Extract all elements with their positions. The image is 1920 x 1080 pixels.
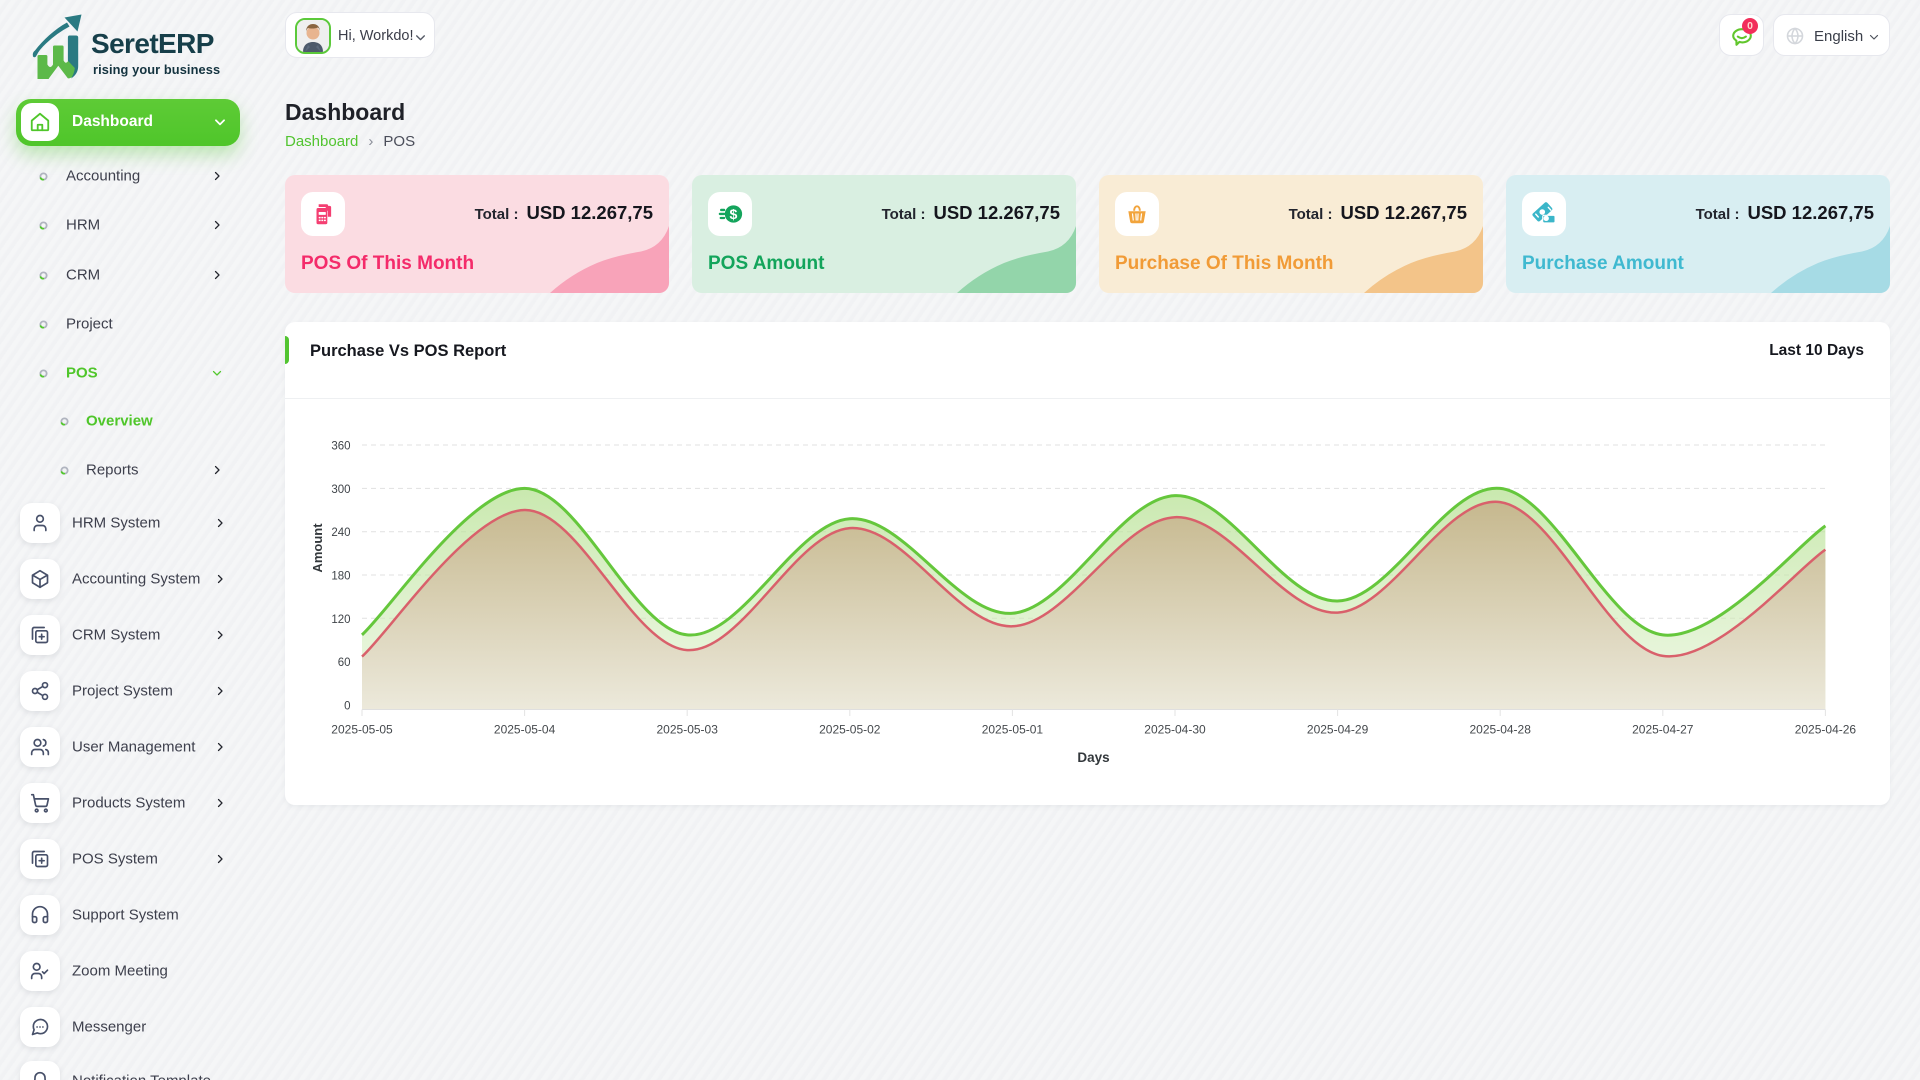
svg-text:240: 240 — [331, 527, 350, 539]
svg-text:60: 60 — [338, 657, 351, 669]
svg-text:180: 180 — [331, 571, 350, 583]
svg-text:2025-05-04: 2025-05-04 — [494, 723, 556, 737]
svg-text:2025-05-01: 2025-05-01 — [982, 723, 1044, 737]
svg-text:300: 300 — [331, 484, 350, 496]
svg-text:2025-04-27: 2025-04-27 — [1632, 723, 1694, 737]
svg-text:2025-05-05: 2025-05-05 — [331, 723, 393, 737]
svg-text:2025-04-30: 2025-04-30 — [1144, 723, 1206, 737]
svg-text:360: 360 — [331, 441, 350, 453]
svg-text:2025-04-29: 2025-04-29 — [1307, 723, 1369, 737]
svg-text:0: 0 — [344, 701, 350, 713]
svg-text:Amount: Amount — [310, 523, 325, 573]
svg-text:120: 120 — [331, 614, 350, 626]
svg-text:Days: Days — [1077, 750, 1109, 765]
svg-text:2025-04-26: 2025-04-26 — [1795, 723, 1857, 737]
svg-text:2025-04-28: 2025-04-28 — [1470, 723, 1532, 737]
svg-text:2025-05-02: 2025-05-02 — [819, 723, 881, 737]
svg-text:2025-05-03: 2025-05-03 — [657, 723, 719, 737]
svg-text:$: $ — [730, 206, 738, 222]
